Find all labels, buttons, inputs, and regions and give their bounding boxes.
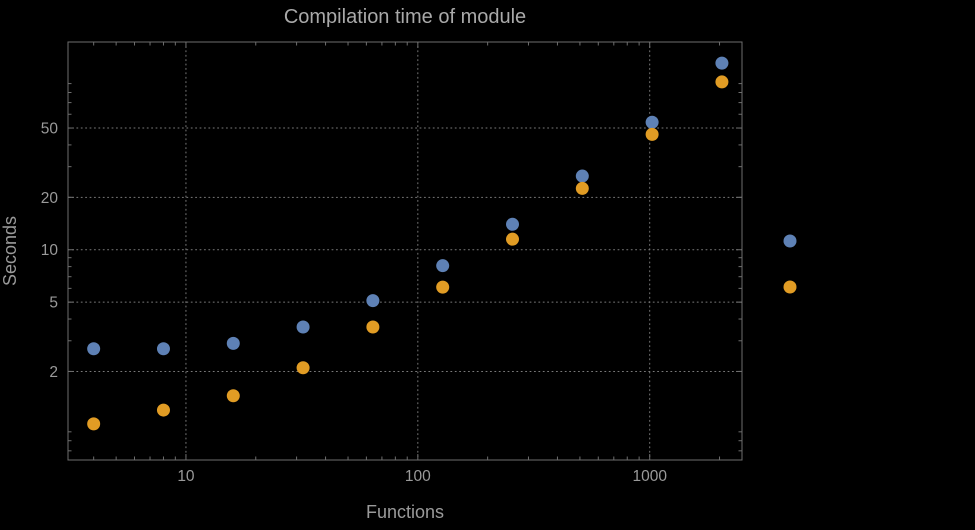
x-tick-label: 10 xyxy=(177,468,195,485)
y-tick-label: 5 xyxy=(49,295,58,312)
data-point-series-blue xyxy=(645,115,659,129)
x-tick-label: 1000 xyxy=(632,468,667,485)
data-point-series-orange xyxy=(436,280,450,294)
data-point-series-orange xyxy=(296,361,310,375)
data-points xyxy=(87,56,729,431)
data-point-series-blue xyxy=(506,217,520,231)
data-point-series-orange xyxy=(506,232,520,246)
y-tick-label: 20 xyxy=(41,190,59,207)
y-tick-label: 2 xyxy=(49,364,58,381)
legend-marker-series-blue xyxy=(783,234,797,248)
data-point-series-blue xyxy=(156,342,170,356)
data-point-series-orange xyxy=(87,417,101,431)
data-point-series-orange xyxy=(226,389,240,403)
tick-labels: 10 100 1000 2 5 10 20 50 xyxy=(41,121,668,485)
y-tick-label: 10 xyxy=(41,242,59,259)
data-point-series-blue xyxy=(436,259,450,273)
gridlines xyxy=(67,41,743,461)
axis-ticks xyxy=(68,42,742,460)
plot-frame xyxy=(67,41,743,461)
data-point-series-orange xyxy=(156,403,170,417)
data-point-series-blue xyxy=(715,56,729,70)
data-point-series-blue xyxy=(366,294,380,308)
legend xyxy=(783,234,797,294)
data-point-series-orange xyxy=(645,127,659,141)
x-axis-label: Functions xyxy=(366,502,444,522)
x-tick-label: 100 xyxy=(405,468,431,485)
y-tick-label: 50 xyxy=(41,121,59,138)
legend-marker-series-orange xyxy=(783,280,797,294)
data-point-series-blue xyxy=(226,336,240,350)
data-point-series-orange xyxy=(366,320,380,334)
data-point-series-blue xyxy=(87,342,101,356)
data-point-series-blue xyxy=(296,320,310,334)
data-point-series-orange xyxy=(575,181,589,195)
y-axis-label: Seconds xyxy=(0,216,20,286)
chart-title: Compilation time of module xyxy=(284,6,526,28)
data-point-series-blue xyxy=(575,169,589,183)
data-point-series-orange xyxy=(715,75,729,89)
